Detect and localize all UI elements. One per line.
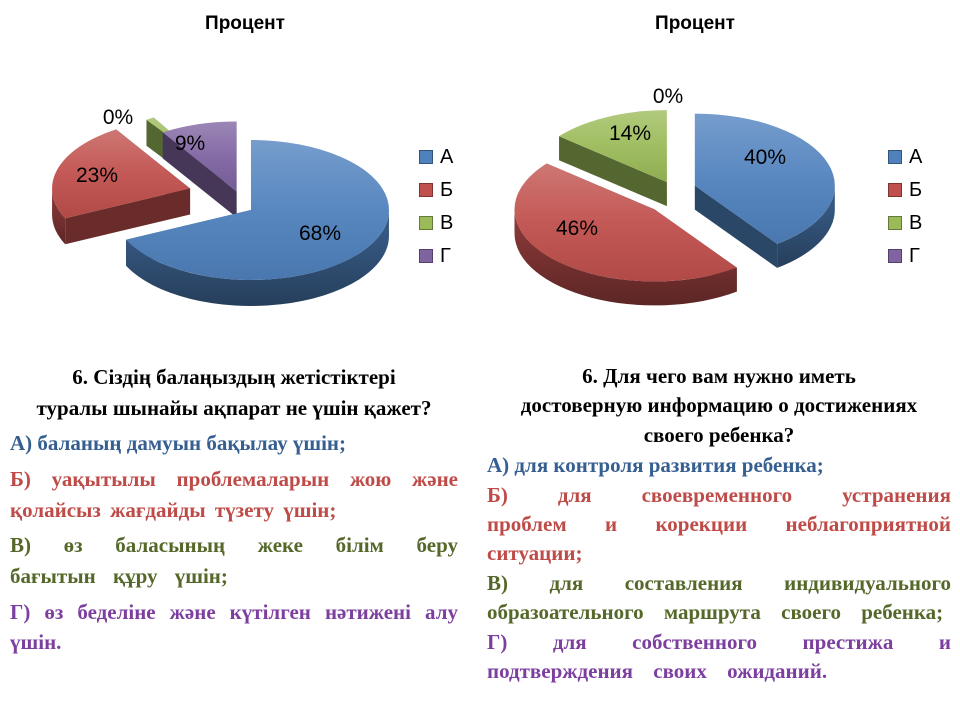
question-heading: 6. Для чего вам нужно иметь достоверную … xyxy=(520,364,918,447)
pie-slice-А xyxy=(694,113,835,244)
pie-slice-Б xyxy=(514,163,737,282)
pie-slice-Б-cut-face xyxy=(65,188,191,245)
pie-0-top-faces xyxy=(52,117,389,280)
data-label-Г: 9% xyxy=(175,132,205,155)
legend-label-b: Б xyxy=(440,179,454,201)
legend-swatch-g xyxy=(419,249,433,263)
legend-swatch-v xyxy=(888,216,902,230)
data-label-А: 68% xyxy=(299,222,341,245)
data-label-Б: 46% xyxy=(556,217,598,240)
legend-label-v: В xyxy=(440,212,454,234)
data-label-Г: 0% xyxy=(653,85,683,108)
chart-title-right: Процент xyxy=(655,13,735,34)
question-block-russian: 6. Для чего вам нужно иметь достоверную … xyxy=(487,362,951,686)
legend-item-g: Г xyxy=(888,245,922,267)
pie-slice-А-rim xyxy=(126,209,389,306)
pie-slice-В-cut-face xyxy=(559,136,667,207)
question-option-v: В) для составления индивидуального образ… xyxy=(487,570,951,625)
pie-0-rims xyxy=(52,188,389,306)
data-label-А: 40% xyxy=(744,146,786,169)
question-block-kazakh: 6. Сіздің балаңыздың жетістіктері туралы… xyxy=(10,362,458,663)
pie-slice-Б-rim xyxy=(52,188,66,245)
data-label-Б: 23% xyxy=(76,164,118,187)
legend-swatch-a xyxy=(419,150,433,164)
pie-1-data-labels: 40% 46% 14%0% xyxy=(556,85,786,240)
legend-item-g: Г xyxy=(419,245,453,267)
legend-swatch-b xyxy=(419,183,433,197)
chart-title-left: Процент xyxy=(205,13,285,34)
legend-right: А Б В Г xyxy=(888,146,922,278)
pie-slice-Б xyxy=(52,129,191,219)
legend-item-a: А xyxy=(419,146,453,168)
pie-slice-В xyxy=(559,110,667,183)
question-option-b: Б) уақытылы проблемаларын жою және қолай… xyxy=(10,466,458,522)
legend-item-a: А xyxy=(888,146,922,168)
legend-label-b: Б xyxy=(909,179,923,201)
question-option-a: А) баланың дамуын бақылау үшін; xyxy=(10,431,347,456)
question-option-g: Г) өз беделіне және күтілген нәтижені ал… xyxy=(10,599,458,655)
pie-slice-Г xyxy=(162,121,237,192)
data-label-В: 0% xyxy=(103,106,133,129)
question-option-a: А) для контроля развития ребенка; xyxy=(487,453,824,478)
pie-1-rims xyxy=(514,185,835,306)
legend-label-v: В xyxy=(909,212,923,234)
legend-item-v: В xyxy=(419,212,453,234)
pie-0-data-labels: 68% 23% 0% 9% xyxy=(76,106,341,245)
legend-swatch-b xyxy=(888,183,902,197)
question-option-g: Г) для собственного престижа и подтвержд… xyxy=(487,629,951,683)
legend-label-a: А xyxy=(440,146,454,168)
pie-slice-А-cut-face xyxy=(694,185,778,268)
legend-swatch-a xyxy=(888,150,902,164)
legend-label-g: Г xyxy=(909,245,920,267)
pie-slice-А-rim xyxy=(777,185,835,268)
legend-item-b: Б xyxy=(888,179,922,201)
pie-slice-Г-cut-face xyxy=(162,132,237,218)
data-label-В: 14% xyxy=(609,122,651,145)
pie-slice-А xyxy=(126,139,389,280)
legend-label-g: Г xyxy=(440,245,451,267)
pie-charts-canvas: 68%23%0%9%40%46%14%0% xyxy=(52,85,835,306)
legend-item-v: В xyxy=(888,212,922,234)
legend-swatch-v xyxy=(419,216,433,230)
question-heading: 6. Сіздің балаңыздың жетістіктері туралы… xyxy=(36,365,432,420)
pie-1-top-faces xyxy=(514,110,835,282)
legend-label-a: А xyxy=(909,146,923,168)
question-option-b: Б) для своевременного устранения проблем… xyxy=(487,482,951,566)
question-option-v: В) өз баласының жеке білім беру бағытын … xyxy=(10,533,458,588)
legend-left: А Б В Г xyxy=(419,146,453,278)
legend-item-b: Б xyxy=(419,179,453,201)
pie-slice-Б-rim xyxy=(514,209,737,306)
legend-swatch-g xyxy=(888,249,902,263)
